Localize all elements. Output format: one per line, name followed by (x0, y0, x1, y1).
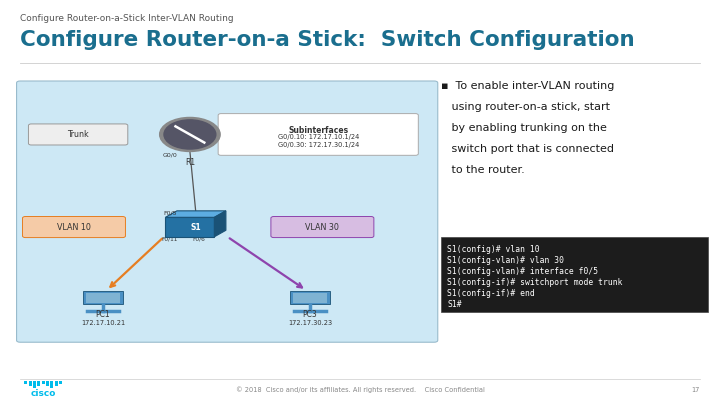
Text: Trunk: Trunk (67, 130, 89, 139)
FancyBboxPatch shape (290, 291, 330, 304)
Text: F0/6: F0/6 (192, 236, 205, 241)
FancyBboxPatch shape (22, 217, 125, 238)
Text: PC3: PC3 (302, 310, 318, 319)
Text: 17: 17 (691, 387, 700, 393)
Text: 172.17.30.23: 172.17.30.23 (288, 320, 332, 326)
Text: F0/11: F0/11 (161, 236, 178, 241)
Text: G0/0.30: 172.17.30.1/24: G0/0.30: 172.17.30.1/24 (277, 142, 359, 148)
Text: R1: R1 (185, 158, 195, 167)
FancyBboxPatch shape (28, 124, 128, 145)
FancyBboxPatch shape (46, 381, 49, 386)
Text: S1#: S1# (447, 300, 462, 309)
Text: F0/5: F0/5 (163, 210, 177, 215)
FancyBboxPatch shape (55, 381, 58, 386)
Polygon shape (166, 211, 226, 217)
FancyBboxPatch shape (29, 381, 32, 386)
Text: switch port that is connected: switch port that is connected (441, 144, 614, 154)
FancyBboxPatch shape (271, 217, 374, 238)
FancyBboxPatch shape (24, 381, 27, 384)
Text: ▪  To enable inter-VLAN routing: ▪ To enable inter-VLAN routing (441, 81, 615, 91)
Text: G0/0: G0/0 (162, 153, 177, 158)
Text: 172.17.10.21: 172.17.10.21 (81, 320, 125, 326)
Polygon shape (215, 211, 226, 237)
Text: by enabling trunking on the: by enabling trunking on the (441, 123, 607, 133)
Text: VLAN 10: VLAN 10 (57, 222, 91, 232)
Text: Configure Router-on-a-Stick Inter-VLAN Routing: Configure Router-on-a-Stick Inter-VLAN R… (20, 14, 234, 23)
FancyBboxPatch shape (33, 381, 36, 388)
Text: S1(config-vlan)# interface f0/5: S1(config-vlan)# interface f0/5 (447, 267, 598, 276)
FancyBboxPatch shape (37, 381, 40, 386)
Circle shape (160, 117, 220, 151)
Text: S1(config-vlan)# vlan 30: S1(config-vlan)# vlan 30 (447, 256, 564, 265)
FancyBboxPatch shape (84, 291, 122, 304)
Text: cisco: cisco (30, 389, 56, 398)
Text: S1(config-if)# end: S1(config-if)# end (447, 289, 535, 298)
FancyBboxPatch shape (59, 381, 62, 384)
FancyBboxPatch shape (218, 113, 418, 155)
Text: to the router.: to the router. (441, 165, 525, 175)
FancyBboxPatch shape (293, 293, 327, 303)
FancyBboxPatch shape (86, 293, 120, 303)
Text: Subinterfaces: Subinterfaces (288, 126, 348, 134)
FancyBboxPatch shape (441, 237, 708, 312)
FancyBboxPatch shape (17, 81, 438, 342)
Text: S1(config-if)# switchport mode trunk: S1(config-if)# switchport mode trunk (447, 278, 623, 287)
FancyBboxPatch shape (42, 381, 45, 384)
Text: © 2018  Cisco and/or its affiliates. All rights reserved.    Cisco Confidential: © 2018 Cisco and/or its affiliates. All … (235, 387, 485, 393)
Text: S1(config)# vlan 10: S1(config)# vlan 10 (447, 245, 540, 254)
FancyBboxPatch shape (50, 381, 53, 388)
FancyBboxPatch shape (166, 217, 215, 237)
Text: using router-on-a stick, start: using router-on-a stick, start (441, 102, 611, 112)
Text: PC1: PC1 (96, 310, 110, 319)
Text: G0/0.10: 172.17.10.1/24: G0/0.10: 172.17.10.1/24 (277, 134, 359, 140)
Text: VLAN 30: VLAN 30 (305, 222, 339, 232)
Text: Configure Router-on-a Stick:  Switch Configuration: Configure Router-on-a Stick: Switch Conf… (20, 30, 635, 50)
Text: S1: S1 (190, 222, 201, 232)
Circle shape (164, 120, 216, 149)
